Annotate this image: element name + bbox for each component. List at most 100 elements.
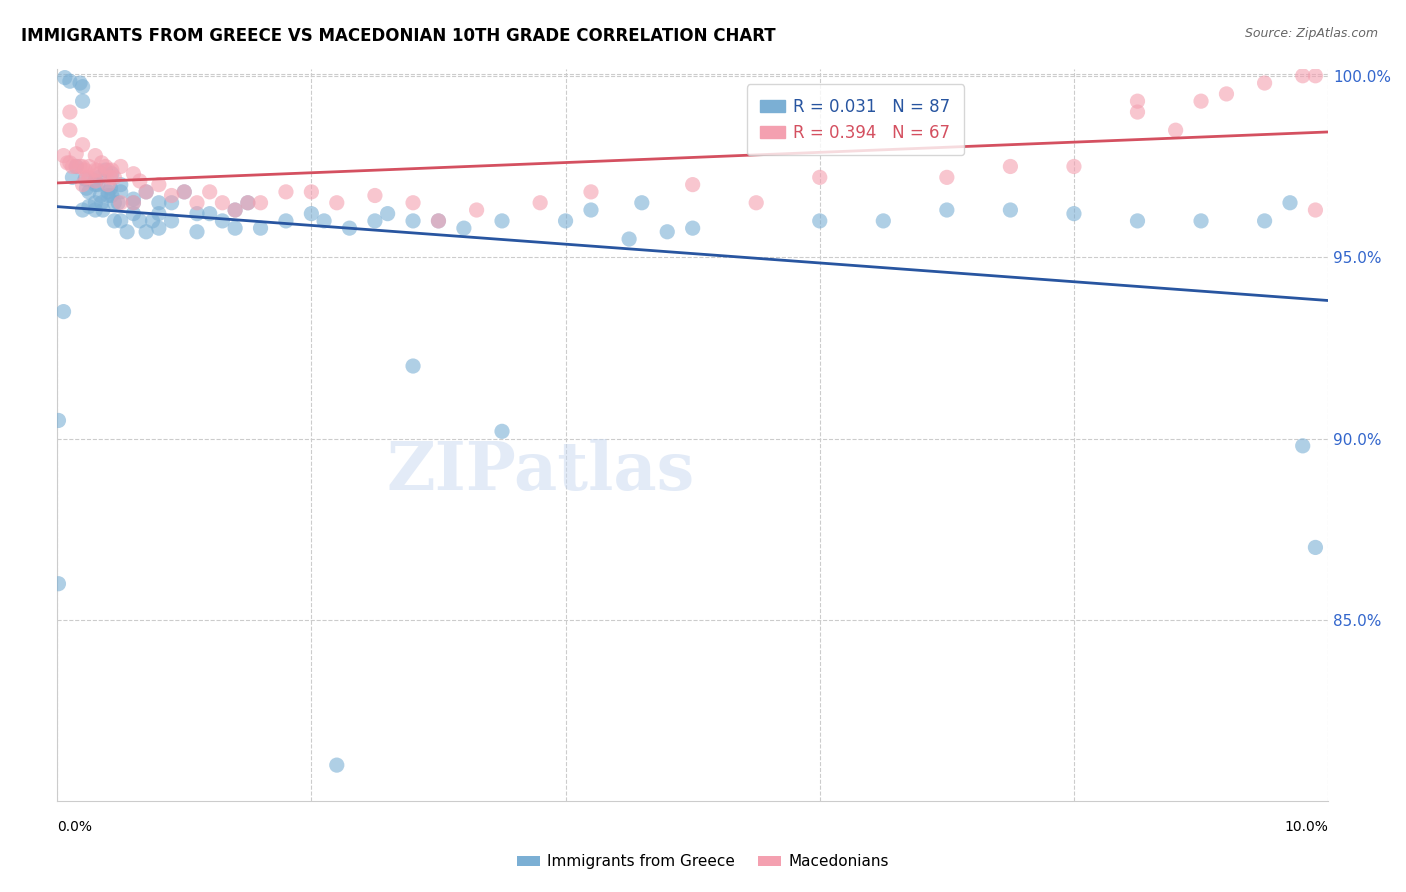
Point xyxy=(491,425,513,439)
Point xyxy=(87,170,110,185)
Point xyxy=(72,79,94,94)
Point xyxy=(427,214,450,228)
Point xyxy=(1164,123,1187,137)
Point xyxy=(115,225,138,239)
Point xyxy=(72,160,94,174)
Point xyxy=(77,160,100,174)
Point xyxy=(299,207,322,221)
Point xyxy=(529,195,551,210)
Point xyxy=(122,195,145,210)
Point xyxy=(48,413,70,427)
Point xyxy=(69,160,91,174)
Point xyxy=(491,214,513,228)
Point xyxy=(364,188,387,202)
Point xyxy=(107,195,129,210)
Text: ZIPatlas: ZIPatlas xyxy=(387,439,695,504)
Point xyxy=(249,221,271,235)
Point xyxy=(48,576,70,591)
Point xyxy=(103,170,125,185)
Point xyxy=(579,185,602,199)
Point xyxy=(110,178,132,192)
Point xyxy=(1279,195,1302,210)
Point xyxy=(224,202,246,217)
Point xyxy=(364,214,387,228)
Point xyxy=(160,188,183,202)
Point xyxy=(1292,69,1315,83)
Point xyxy=(135,225,157,239)
Point xyxy=(1000,202,1022,217)
Point xyxy=(75,172,97,186)
Point xyxy=(1063,160,1085,174)
Point xyxy=(402,359,425,373)
Legend: R = 0.031   N = 87, R = 0.394   N = 67: R = 0.031 N = 87, R = 0.394 N = 67 xyxy=(747,84,965,155)
Point xyxy=(312,214,335,228)
Point xyxy=(1215,87,1237,101)
Point xyxy=(935,202,957,217)
Point xyxy=(1253,76,1275,90)
Point xyxy=(579,202,602,217)
Point xyxy=(402,195,425,210)
Point xyxy=(122,192,145,206)
Point xyxy=(128,174,150,188)
Point xyxy=(148,178,170,192)
Point xyxy=(59,74,82,88)
Point xyxy=(339,221,361,235)
Point xyxy=(101,167,124,181)
Point xyxy=(249,195,271,210)
Point xyxy=(186,195,208,210)
Point xyxy=(59,123,82,137)
Point xyxy=(1292,439,1315,453)
Point xyxy=(148,207,170,221)
Point xyxy=(122,167,145,181)
Point xyxy=(148,195,170,210)
Point xyxy=(75,181,97,195)
Point xyxy=(122,195,145,210)
Point xyxy=(326,195,349,210)
Point xyxy=(1189,94,1212,108)
Point xyxy=(69,76,91,90)
Point xyxy=(100,181,122,195)
Point xyxy=(135,185,157,199)
Point xyxy=(65,146,87,161)
Point xyxy=(274,185,297,199)
Point xyxy=(84,163,107,178)
Point xyxy=(52,148,75,162)
Point xyxy=(198,185,221,199)
Point xyxy=(1189,214,1212,228)
Point xyxy=(1063,207,1085,221)
Point xyxy=(56,156,79,170)
Point xyxy=(75,163,97,178)
Point xyxy=(453,221,475,235)
Point xyxy=(1000,160,1022,174)
Point xyxy=(72,202,94,217)
Point xyxy=(110,185,132,199)
Point xyxy=(62,170,84,185)
Point xyxy=(173,185,195,199)
Point xyxy=(62,160,84,174)
Point xyxy=(236,195,259,210)
Point xyxy=(84,174,107,188)
Point xyxy=(211,195,233,210)
Point xyxy=(1126,214,1149,228)
Text: IMMIGRANTS FROM GREECE VS MACEDONIAN 10TH GRADE CORRELATION CHART: IMMIGRANTS FROM GREECE VS MACEDONIAN 10T… xyxy=(21,27,776,45)
Point xyxy=(211,214,233,228)
Point xyxy=(935,170,957,185)
Point xyxy=(89,188,111,202)
Point xyxy=(299,185,322,199)
Point xyxy=(97,188,120,202)
Point xyxy=(135,185,157,199)
Point xyxy=(630,195,652,210)
Point xyxy=(808,170,831,185)
Point xyxy=(87,178,110,192)
Point xyxy=(72,137,94,152)
Point xyxy=(94,160,117,174)
Point xyxy=(72,94,94,108)
Point xyxy=(1305,69,1327,83)
Point xyxy=(1305,202,1327,217)
Point xyxy=(186,225,208,239)
Point xyxy=(53,70,76,85)
Point xyxy=(1126,94,1149,108)
Point xyxy=(103,195,125,210)
Point xyxy=(141,214,163,228)
Point xyxy=(97,185,120,199)
